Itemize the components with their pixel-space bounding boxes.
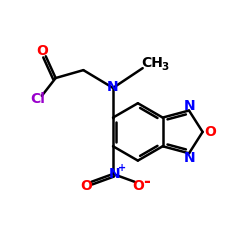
Text: N: N [184, 151, 196, 165]
Text: O: O [132, 179, 144, 193]
Text: -: - [143, 173, 150, 191]
Text: O: O [80, 179, 92, 193]
Text: O: O [36, 44, 48, 58]
Text: N: N [107, 80, 119, 94]
Text: +: + [118, 163, 126, 173]
Text: O: O [204, 125, 216, 139]
Text: N: N [109, 167, 121, 181]
Text: N: N [184, 98, 196, 112]
Text: Cl: Cl [30, 92, 45, 106]
Text: CH: CH [142, 56, 164, 70]
Text: 3: 3 [161, 62, 168, 72]
